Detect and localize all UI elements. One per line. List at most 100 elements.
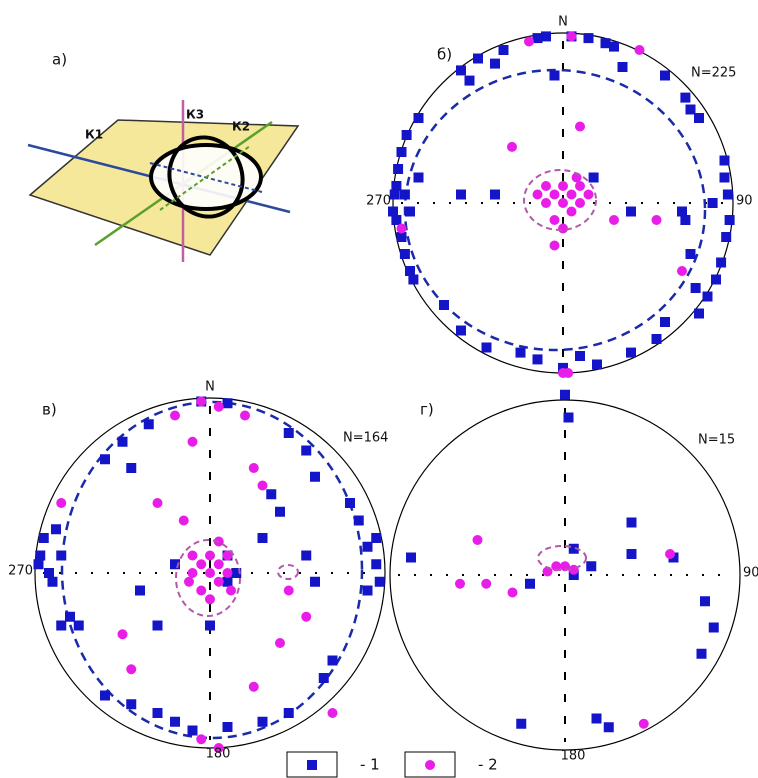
point <box>363 542 373 552</box>
point <box>153 708 163 718</box>
point <box>708 198 718 208</box>
point <box>533 354 543 364</box>
point <box>170 411 180 421</box>
point <box>170 717 180 727</box>
point <box>686 249 696 259</box>
point <box>627 518 637 528</box>
point <box>550 215 560 225</box>
point <box>319 673 329 683</box>
point <box>375 577 385 587</box>
north-label: N <box>558 15 568 30</box>
point <box>414 173 424 183</box>
point <box>48 577 58 587</box>
point <box>626 348 636 358</box>
point <box>135 586 145 596</box>
point <box>275 638 285 648</box>
point <box>635 45 645 55</box>
point <box>188 726 198 736</box>
point <box>205 594 215 604</box>
point <box>652 334 662 344</box>
count-label: N=164 <box>343 431 388 446</box>
point <box>592 360 602 370</box>
count-label: N=225 <box>691 66 736 81</box>
point <box>589 173 599 183</box>
point <box>371 533 381 543</box>
point <box>226 586 236 596</box>
point <box>240 411 250 421</box>
point <box>266 489 276 499</box>
point <box>371 559 381 569</box>
point <box>205 551 215 561</box>
point <box>100 454 110 464</box>
point <box>541 181 551 191</box>
point <box>258 533 268 543</box>
point <box>567 31 577 41</box>
point <box>184 577 194 587</box>
point <box>214 559 224 569</box>
point <box>258 481 268 491</box>
point <box>473 54 483 64</box>
point <box>328 708 338 718</box>
point <box>700 596 710 606</box>
south-label: 180 <box>561 749 586 764</box>
point <box>249 463 259 473</box>
point <box>665 549 675 559</box>
count-label: N=15 <box>698 433 735 448</box>
point <box>284 428 294 438</box>
point <box>677 207 687 217</box>
point <box>575 122 585 132</box>
point <box>725 215 735 225</box>
point <box>680 93 690 103</box>
point <box>609 42 619 52</box>
point <box>584 33 594 43</box>
point <box>618 62 628 72</box>
east-label: 90 <box>743 566 758 581</box>
point <box>188 551 198 561</box>
point <box>626 207 636 217</box>
point <box>39 533 49 543</box>
point <box>258 717 268 727</box>
point <box>575 181 585 191</box>
point <box>188 568 198 578</box>
point <box>575 198 585 208</box>
point <box>65 612 75 622</box>
panel-label: а) <box>52 51 67 69</box>
stereonet: г) 90 180 N=15 <box>390 390 758 764</box>
point <box>525 579 535 589</box>
point <box>541 31 551 41</box>
point <box>406 553 416 563</box>
point <box>153 498 163 508</box>
point <box>301 446 311 456</box>
point <box>691 283 701 293</box>
point <box>723 190 733 200</box>
point <box>558 198 568 208</box>
point <box>34 559 44 569</box>
point <box>720 173 730 183</box>
panel-label: г) <box>420 401 434 419</box>
point <box>490 59 500 69</box>
panel-label: б) <box>437 46 452 64</box>
point <box>721 232 731 242</box>
east-label: 90 <box>736 194 753 209</box>
point <box>660 71 670 81</box>
point <box>550 71 560 81</box>
point <box>205 568 215 578</box>
point <box>301 612 311 622</box>
point <box>56 551 66 561</box>
point <box>275 507 285 517</box>
legend-label: - 2 <box>478 756 498 774</box>
point <box>604 722 614 732</box>
point <box>310 577 320 587</box>
point <box>720 156 730 166</box>
west-label: 270 <box>366 194 391 209</box>
point <box>310 472 320 482</box>
point <box>400 249 410 259</box>
point <box>126 463 136 473</box>
point <box>567 207 577 217</box>
point <box>328 656 338 666</box>
point <box>711 275 721 285</box>
point <box>709 623 719 633</box>
point <box>516 348 526 358</box>
point <box>196 586 206 596</box>
point <box>56 621 66 631</box>
